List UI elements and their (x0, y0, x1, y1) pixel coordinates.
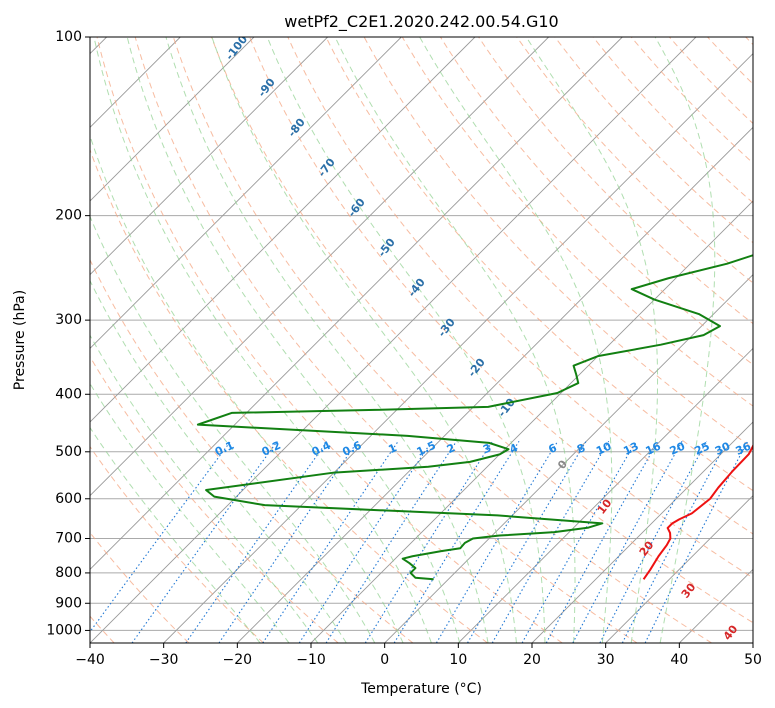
moist-adiabat-line (90, 134, 404, 643)
moist-adiabat-line (334, 37, 576, 643)
y-tick-label: 600 (55, 491, 82, 507)
dry-adiabat-line (90, 258, 414, 643)
x-tick-label: −20 (223, 652, 253, 668)
x-tick-label: 0 (380, 652, 389, 668)
dry-adiabat-line (90, 445, 264, 643)
dry-adiabat-line (325, 37, 753, 492)
isotherm-line (163, 53, 753, 643)
isotherm-line (90, 37, 255, 202)
moist-adiabat-line (266, 37, 546, 643)
dry-adiabat-line (249, 37, 753, 579)
dry-adiabat-line (134, 37, 638, 643)
mixing-ratio-label: 20 (668, 439, 688, 457)
moist-adiabat-line (90, 215, 376, 643)
mixing-ratio-line (364, 440, 494, 643)
y-tick-label: 400 (55, 386, 82, 402)
moist-adiabat-line (93, 37, 432, 643)
mixing-ratio-line (545, 440, 659, 643)
dry-adiabat-line (516, 37, 753, 284)
moist-adiabat-line (211, 37, 517, 643)
dry-adiabat-line (172, 37, 712, 643)
isotherm-line (90, 37, 549, 497)
x-tick-label: 10 (449, 652, 467, 668)
mixing-ratio-label: 13 (621, 440, 640, 458)
dry-adiabat-line (592, 37, 753, 204)
isotherm-line (90, 37, 328, 276)
isotherm-line (90, 37, 476, 423)
mixing-ratio-line (218, 440, 359, 643)
isotherm-line (90, 37, 697, 643)
dry-adiabat-line (96, 37, 563, 643)
isotherm-line (90, 37, 623, 570)
x-tick-label: −40 (75, 652, 105, 668)
x-tick-label: 40 (670, 652, 688, 668)
isobar-gridlines (90, 37, 753, 631)
moist-adiabat-line (654, 37, 716, 643)
y-tick-label: 1000 (46, 622, 82, 638)
mixing-ratio-line (325, 440, 457, 643)
mixing-ratio-line (262, 440, 399, 643)
mixing-ratio-line (435, 440, 559, 643)
mixing-ratio-line (131, 440, 278, 643)
y-tick-label: 900 (55, 595, 82, 611)
isotherm-line (458, 347, 753, 643)
x-tick-label: −30 (149, 652, 179, 668)
dewpoint-line (196, 254, 753, 581)
mixing-ratio-line (185, 440, 328, 643)
y-tick-label: 700 (55, 531, 82, 547)
x-tick-label: −10 (296, 652, 326, 668)
moist-adiabat-line (90, 334, 319, 643)
dry-adiabats (90, 37, 753, 643)
moist-adiabats (90, 37, 716, 643)
mixing-ratio-line (491, 440, 610, 643)
x-tick-label: 20 (523, 652, 541, 668)
sounding-series (196, 254, 753, 581)
x-tick-label: 30 (597, 652, 615, 668)
plot-frame (89, 36, 754, 644)
y-axis: 1000 900 800 700 600 500 400 300 200 100 (46, 29, 90, 638)
mixing-ratio-line (393, 440, 520, 643)
temperature-line (642, 443, 753, 580)
mixing-ratio-label: 25 (692, 440, 711, 458)
y-tick-label: 200 (55, 208, 82, 224)
mixing-ratio-line (572, 441, 683, 643)
y-tick-label: 500 (55, 444, 82, 460)
y-axis-label: Pressure (hPa) (12, 290, 28, 390)
mixing-ratio-line (298, 440, 433, 643)
dry-adiabat-line (401, 37, 753, 407)
moist-adiabat-line (419, 37, 613, 643)
y-tick-label: 800 (55, 565, 82, 581)
y-tick-label: 300 (55, 312, 82, 328)
isotherm-line (531, 421, 753, 643)
dry-adiabat-line (478, 37, 753, 325)
moist-adiabat-line (90, 382, 290, 643)
dry-adiabat-line (630, 37, 753, 164)
moist-adiabat-line (90, 426, 261, 643)
isotherm-line (237, 126, 753, 643)
chart-title: wetPf2_C2E1.2020.242.00.54.G10 (284, 12, 558, 32)
moist-adiabat-line (525, 37, 659, 643)
mixing-ratio-line (90, 440, 232, 633)
isotherm-line (384, 274, 753, 643)
moist-adiabat-line (126, 37, 461, 643)
dry-adiabat-line (363, 37, 753, 449)
y-tick-label: 100 (55, 29, 82, 45)
mixing-ratio-line (467, 440, 587, 643)
x-axis: −40 −30 −20 −10 0 10 20 30 40 50 (75, 643, 762, 668)
moist-adiabat-line (165, 37, 489, 643)
x-tick-label: 50 (744, 652, 762, 668)
mixing-ratio-line (521, 440, 637, 643)
x-axis-label: Temperature (°C) (360, 681, 482, 697)
mixing-ratio-label: 16 (644, 439, 664, 457)
mixing-ratio-label: 30 (713, 439, 733, 457)
plot-area: 0.1 0.2 0.4 0.6 1 1.5 2 3 4 6 8 10 13 16 20 25 30 36-100-… (90, 37, 753, 643)
isotherm-line (90, 37, 402, 349)
isotherm-line (605, 495, 753, 643)
mixing-ratio-lines (90, 440, 749, 643)
isotherm-gridlines (90, 37, 753, 643)
dry-adiabat-line (211, 37, 753, 624)
mixing-ratio-label: 10 (594, 439, 614, 457)
